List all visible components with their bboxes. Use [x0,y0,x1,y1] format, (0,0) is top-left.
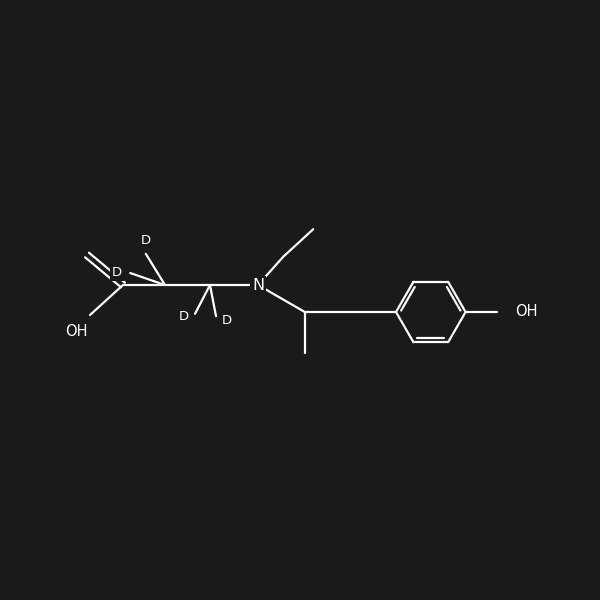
Text: D: D [179,310,189,323]
Text: N: N [252,277,264,292]
Text: OH: OH [65,324,88,340]
Text: D: D [141,234,151,247]
Text: D: D [222,314,232,328]
Text: D: D [112,266,122,280]
Text: OH: OH [515,304,538,319]
